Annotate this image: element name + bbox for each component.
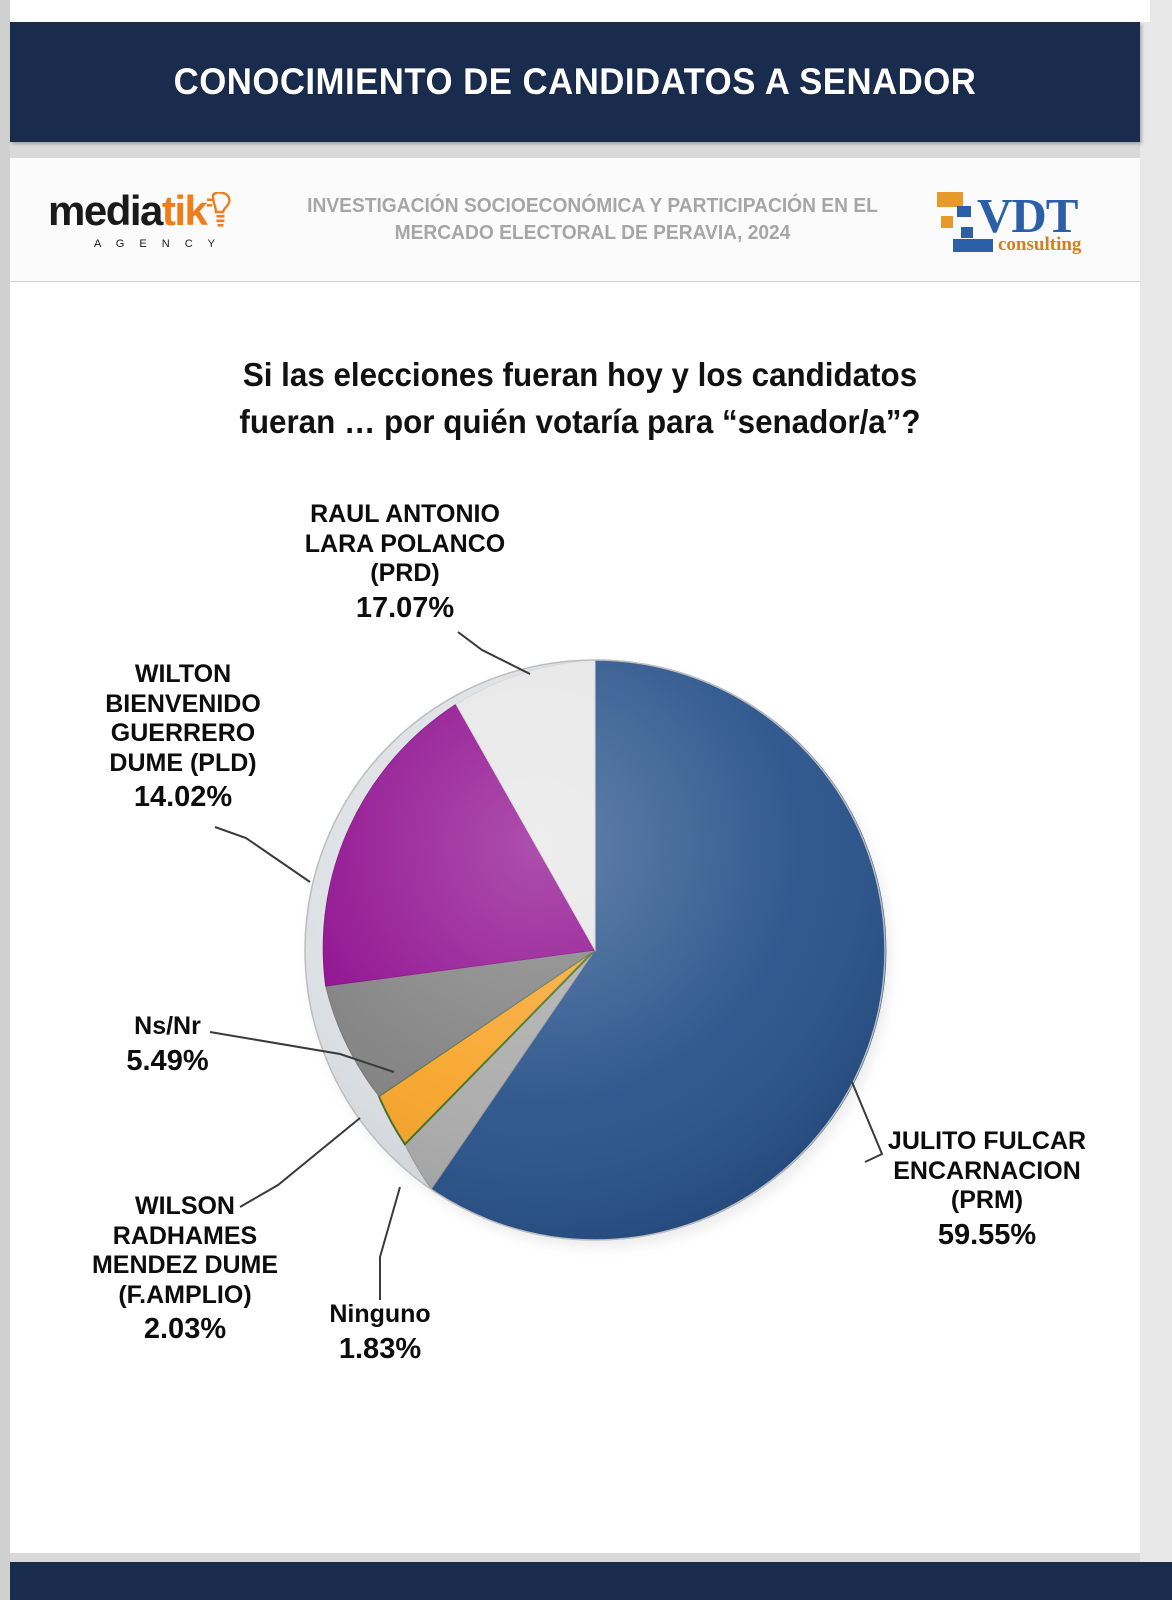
pie-chart <box>209 631 887 1300</box>
lightbulb-icon <box>207 190 233 232</box>
header-band: media tik A G E N C Y INVESTIGACIÓN SOCI… <box>10 158 1140 282</box>
right-edge-strip <box>1140 0 1172 1562</box>
pie-label-wilson-name: WILSON RADHAMES MENDEZ DUME (F.AMPLIO) <box>91 1192 279 1309</box>
chart-title-line1: Si las elecciones fueran hoy y los candi… <box>242 356 918 393</box>
mediatik-tagline: A G E N C Y <box>94 237 221 250</box>
pie-label-nsnr-pct: 5.49% <box>126 1044 209 1077</box>
pie-slice-wilson <box>377 949 596 1146</box>
vdt-logo-graphic: VDT consulting <box>937 188 1082 255</box>
chart-title-line2: fueran … por quién votaría para “senador… <box>239 402 921 440</box>
study-subtitle: INVESTIGACIÓN SOCIOECONÓMICA Y PARTICIPA… <box>273 193 911 247</box>
study-subtitle-line1: INVESTIGACIÓN SOCIOECONÓMICA Y PARTICIPA… <box>307 194 878 217</box>
pie-label-wilson-pct: 2.03% <box>143 1313 227 1345</box>
top-white-strip <box>10 0 1150 22</box>
pie-label-raul-pct: 17.07% <box>355 591 455 624</box>
svg-text:consulting: consulting <box>998 234 1082 255</box>
callout-lines <box>209 631 884 1300</box>
callout-line-wilton <box>214 826 311 883</box>
mediatik-word-tik: tik <box>161 186 208 234</box>
page-title: CONOCIMIENTO DE CANDIDATOS A SENADOR <box>173 61 977 102</box>
pie-label-julito: JULITO FULCAR ENCARNACION (PRM) 59.55% <box>872 1127 1102 1252</box>
mediatik-word-media: media <box>48 186 163 234</box>
callout-line-raul <box>457 631 531 675</box>
pie-slice-ninguno <box>404 949 596 1190</box>
study-subtitle-line2: MERCADO ELECTORAL DE PERAVIA, 2024 <box>394 221 791 244</box>
pie-slice-julito <box>430 659 887 1241</box>
chart-question-title: Si las elecciones fueran hoy y los candi… <box>153 352 1008 446</box>
pie-label-julito-name: JULITO FULCAR ENCARNACION (PRM) <box>887 1127 1087 1214</box>
pie-label-raul: RAUL ANTONIO LARA POLANCO (PRD) 17.07% <box>295 500 515 625</box>
mediatik-wordmark: media tik <box>48 186 233 234</box>
pie-label-ninguno-name: Ninguno <box>329 1300 431 1328</box>
pie-label-ninguno-pct: 1.83% <box>338 1332 422 1365</box>
pie-label-nsnr-name: Ns/Nr <box>134 1012 201 1040</box>
pie-label-wilton-pct: 14.02% <box>133 781 233 813</box>
pie-label-wilton: WILTON BIENVENIDO GUERRERO DUME (PLD) 14.02… <box>68 660 298 814</box>
bottom-navy-bar <box>10 1562 1172 1600</box>
vdt-logo: VDT consulting <box>925 184 1140 256</box>
pie-label-ninguno: Ninguno 1.83% <box>300 1300 460 1366</box>
pie-slices <box>322 659 887 1241</box>
pie-label-julito-pct: 59.55% <box>937 1218 1037 1251</box>
title-banner: CONOCIMIENTO DE CANDIDATOS A SENADOR <box>10 22 1140 142</box>
chart-panel: Si las elecciones fueran hoy y los candi… <box>10 282 1140 1553</box>
pie-label-wilton-name: WILTON BIENVENIDO GUERRERO DUME (PLD) <box>105 660 261 777</box>
mediatik-logo: media tik A G E N C Y <box>10 186 260 250</box>
callout-line-ninguno <box>379 1186 401 1300</box>
pie-slice-raul <box>455 659 596 952</box>
pie-label-raul-name: RAUL ANTONIO LARA POLANCO (PRD) <box>304 500 506 587</box>
pie-label-nsnr: Ns/Nr 5.49% <box>70 1012 265 1078</box>
left-edge-strip <box>0 0 10 1600</box>
pie-slice-nsnr <box>325 949 596 1097</box>
pie-label-wilson: WILSON RADHAMES MENDEZ DUME (F.AMPLIO) 2.03… <box>60 1192 310 1346</box>
svg-text:VDT: VDT <box>977 188 1078 243</box>
pie-slice-wilton <box>322 703 596 987</box>
